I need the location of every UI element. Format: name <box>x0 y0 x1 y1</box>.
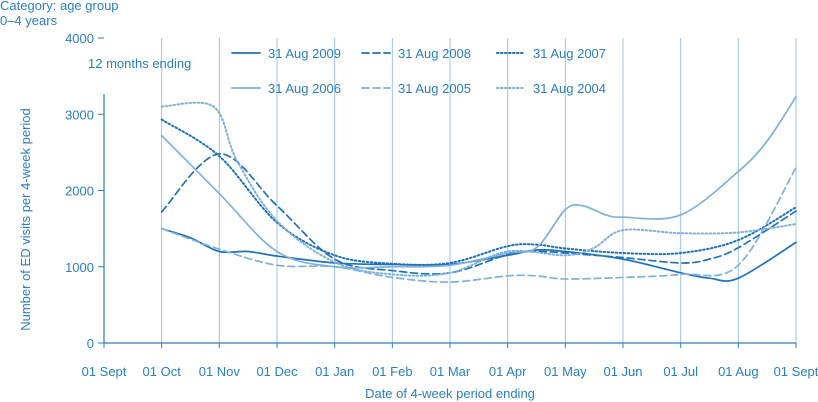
x-tick-label: 01 Nov <box>199 364 241 379</box>
legend-label-3: 31 Aug 2006 <box>268 81 341 96</box>
x-tick-label: 01 May <box>544 364 587 379</box>
legend-label-4: 31 Aug 2005 <box>398 81 471 96</box>
legend-label-1: 31 Aug 2008 <box>398 46 471 61</box>
legend-label-5: 31 Aug 2004 <box>533 81 606 96</box>
x-tick-label: 01 Apr <box>489 364 527 379</box>
x-tick-label: 01 Aug <box>718 364 759 379</box>
x-tick-label: 01 Dec <box>256 364 298 379</box>
legend-label-0: 31 Aug 2009 <box>268 46 341 61</box>
chart-series-lines <box>160 95 797 283</box>
x-axis-title: Date of 4-week period ending <box>365 386 535 401</box>
y-tick-label: 4000 <box>65 31 94 46</box>
x-tick-label: 01 Sept <box>774 364 818 379</box>
x-tick-label: 01 Mar <box>430 364 471 379</box>
x-tick-label: 01 Jul <box>663 364 698 379</box>
y-axis-title: Number of ED visits per 4-week period <box>18 108 33 331</box>
age-group-label: 0–4 years <box>0 13 58 28</box>
y-tick-label: 0 <box>87 336 94 351</box>
series-line-3 <box>160 95 797 269</box>
chart-axes: 0 1000 2000 3000 4000 01 Sept 01 Oct 01 Nov 01 D… <box>18 31 818 401</box>
x-tick-label: 01 Sept <box>82 364 127 379</box>
category-label: Category: age group <box>0 0 119 13</box>
x-tick-label: 01 Feb <box>372 364 412 379</box>
y-tick-label: 1000 <box>65 260 94 275</box>
series-line-5 <box>160 101 797 277</box>
legend-label-2: 31 Aug 2007 <box>533 46 606 61</box>
series-line-2 <box>160 118 797 266</box>
x-tick-label: 01 Oct <box>143 364 182 379</box>
x-tick-label: 01 Jan <box>315 364 354 379</box>
x-tick-label: 01 Jun <box>603 364 642 379</box>
legend-title: 12 months ending <box>88 56 191 71</box>
chart-legend: 12 months ending 31 Aug 2009 31 Aug 2008 31… <box>88 46 606 96</box>
chart-gridlines <box>161 38 797 343</box>
y-tick-label: 3000 <box>65 107 94 122</box>
series-line-4 <box>160 166 797 283</box>
y-tick-label: 2000 <box>65 184 94 199</box>
